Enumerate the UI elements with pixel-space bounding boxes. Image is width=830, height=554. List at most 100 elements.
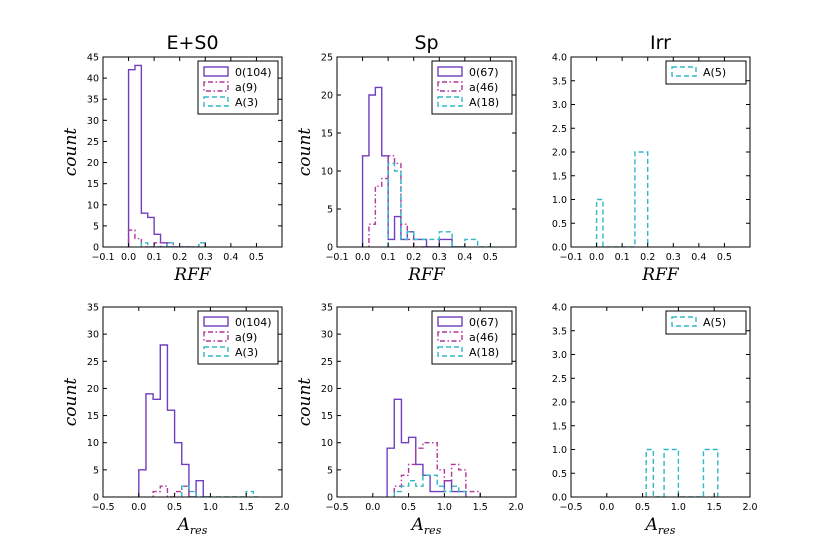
x-tick-label: 0.0 xyxy=(599,502,614,513)
x-tick-label: −0.1 xyxy=(325,252,348,263)
legend: 0(67) a(46) A(18) xyxy=(431,310,513,365)
x-axis-label: Ares xyxy=(176,515,208,537)
x-tick-label: 0.0 xyxy=(589,252,604,263)
x-tick-label: −0.5 xyxy=(91,502,114,513)
legend-swatch xyxy=(437,66,463,77)
x-tick-label: 0.4 xyxy=(691,252,706,263)
x-tick-label: 0.1 xyxy=(381,252,396,263)
y-tick-label: 1.5 xyxy=(552,171,567,182)
legend-swatch xyxy=(203,346,229,357)
y-tick-label: 25 xyxy=(87,357,99,368)
legend-swatch xyxy=(437,331,463,342)
histogram-A18 xyxy=(387,162,491,247)
legend: 0(104) a(9) A(3) xyxy=(197,60,279,115)
y-tick-label: 30 xyxy=(321,330,333,341)
legend-box xyxy=(431,310,513,365)
chart-title: E+S0 xyxy=(166,32,218,54)
y-tick-label: 1.5 xyxy=(552,421,567,432)
y-tick-label: 2.0 xyxy=(552,148,567,159)
subplot-1: −0.1 0.0 0.1 0.2 0.3 0.4 0.5 0 5 10 15 20 25 30 35 40 45… xyxy=(61,32,283,285)
y-tick-label: 0 xyxy=(93,493,99,504)
x-tick-label: 0.5 xyxy=(635,502,650,513)
y-tick-label: 15 xyxy=(87,411,99,422)
y-tick-label: 4.0 xyxy=(552,303,567,314)
x-tick-label: 1.5 xyxy=(239,502,254,513)
x-tick-label: 0.3 xyxy=(432,252,447,263)
y-axis-label: count xyxy=(61,378,81,427)
x-axis-label: RFF xyxy=(173,265,212,285)
x-axis-label-main: A xyxy=(644,515,658,535)
y-tick-label: 35 xyxy=(321,303,333,314)
y-tick-label: 25 xyxy=(87,137,99,148)
x-tick-label: −0.1 xyxy=(91,252,114,263)
y-tick-label: 15 xyxy=(321,411,333,422)
legend-swatch xyxy=(203,316,229,327)
legend-box xyxy=(431,60,513,115)
histogram-a9 xyxy=(127,229,206,247)
y-tick-label: 15 xyxy=(321,129,333,140)
subplot-2: −0.1 0.0 0.1 0.2 0.3 0.4 0.5 0 5 10 15 20 25 Sp RFF cou… xyxy=(295,32,517,285)
legend-box xyxy=(665,310,747,335)
legend-label: a(46) xyxy=(469,331,498,344)
x-tick-label: 0.3 xyxy=(666,252,681,263)
y-tick-label: 3.0 xyxy=(552,100,567,111)
chart-title: Irr xyxy=(650,32,671,54)
legend-swatch xyxy=(203,66,229,77)
y-tick-label: 0.0 xyxy=(552,493,567,504)
legend-label: A(18) xyxy=(469,346,499,359)
legend-swatch xyxy=(671,66,697,77)
y-axis-label: count xyxy=(295,378,315,427)
x-tick-label: 0.2 xyxy=(172,252,187,263)
x-tick-label: 0.5 xyxy=(249,252,264,263)
legend-swatch xyxy=(437,316,463,327)
subplot-5: −0.5 0.0 0.5 1.0 1.5 2.0 0 5 10 15 20 25 30 35 Ares cou… xyxy=(295,303,524,538)
y-tick-label: 10 xyxy=(87,438,99,449)
x-tick-label: 0.3 xyxy=(198,252,213,263)
legend-swatch xyxy=(671,316,697,327)
x-tick-label: 0.1 xyxy=(615,252,630,263)
legend-label: a(9) xyxy=(235,331,257,344)
y-tick-label: 30 xyxy=(87,116,99,127)
x-tick-label: 0.0 xyxy=(121,252,136,263)
legend-label: A(3) xyxy=(235,346,258,359)
axes-frame xyxy=(336,306,517,498)
x-tick-label: 1.0 xyxy=(203,502,218,513)
y-tick-label: 20 xyxy=(321,384,333,395)
legend-label: A(18) xyxy=(469,96,499,109)
y-tick-label: 5 xyxy=(327,465,333,476)
histogram-0104 xyxy=(127,64,174,247)
legend-label: A(5) xyxy=(703,316,726,329)
histogram-a46 xyxy=(368,155,427,247)
x-axis-label: Ares xyxy=(410,515,442,537)
histogram-A3 xyxy=(140,242,206,247)
axes-frame xyxy=(102,56,283,248)
histogram-0104 xyxy=(138,344,211,497)
x-tick-label: 0.0 xyxy=(355,252,370,263)
y-tick-label: 30 xyxy=(87,330,99,341)
x-tick-label: 2.0 xyxy=(274,502,289,513)
x-axis-label-sub: res xyxy=(658,524,676,537)
y-tick-label: 25 xyxy=(321,53,333,64)
y-tick-label: 3.5 xyxy=(552,326,567,337)
histogram-A18 xyxy=(393,474,467,497)
legend-swatch xyxy=(437,96,463,107)
y-tick-label: 4.0 xyxy=(552,53,567,64)
x-axis-label: RFF xyxy=(407,265,446,285)
y-tick-label: 40 xyxy=(87,74,99,85)
y-tick-label: 3.5 xyxy=(552,76,567,87)
x-tick-label: 2.0 xyxy=(508,502,523,513)
x-tick-label: 0.4 xyxy=(457,252,472,263)
y-tick-label: 20 xyxy=(321,91,333,102)
x-axis-label-main: A xyxy=(410,515,424,535)
y-tick-label: 1.0 xyxy=(552,445,567,456)
histogram-a9 xyxy=(152,485,190,497)
legend: 0(67) a(46) A(18) xyxy=(431,60,513,115)
legend-box xyxy=(665,60,747,85)
x-tick-label: −0.5 xyxy=(559,502,582,513)
histogram-A5 xyxy=(645,448,719,497)
x-axis-label: Ares xyxy=(644,515,676,537)
x-tick-label: 0.2 xyxy=(406,252,421,263)
y-tick-label: 0 xyxy=(93,243,99,254)
legend-label: A(5) xyxy=(703,66,726,79)
y-tick-label: 1.0 xyxy=(552,195,567,206)
